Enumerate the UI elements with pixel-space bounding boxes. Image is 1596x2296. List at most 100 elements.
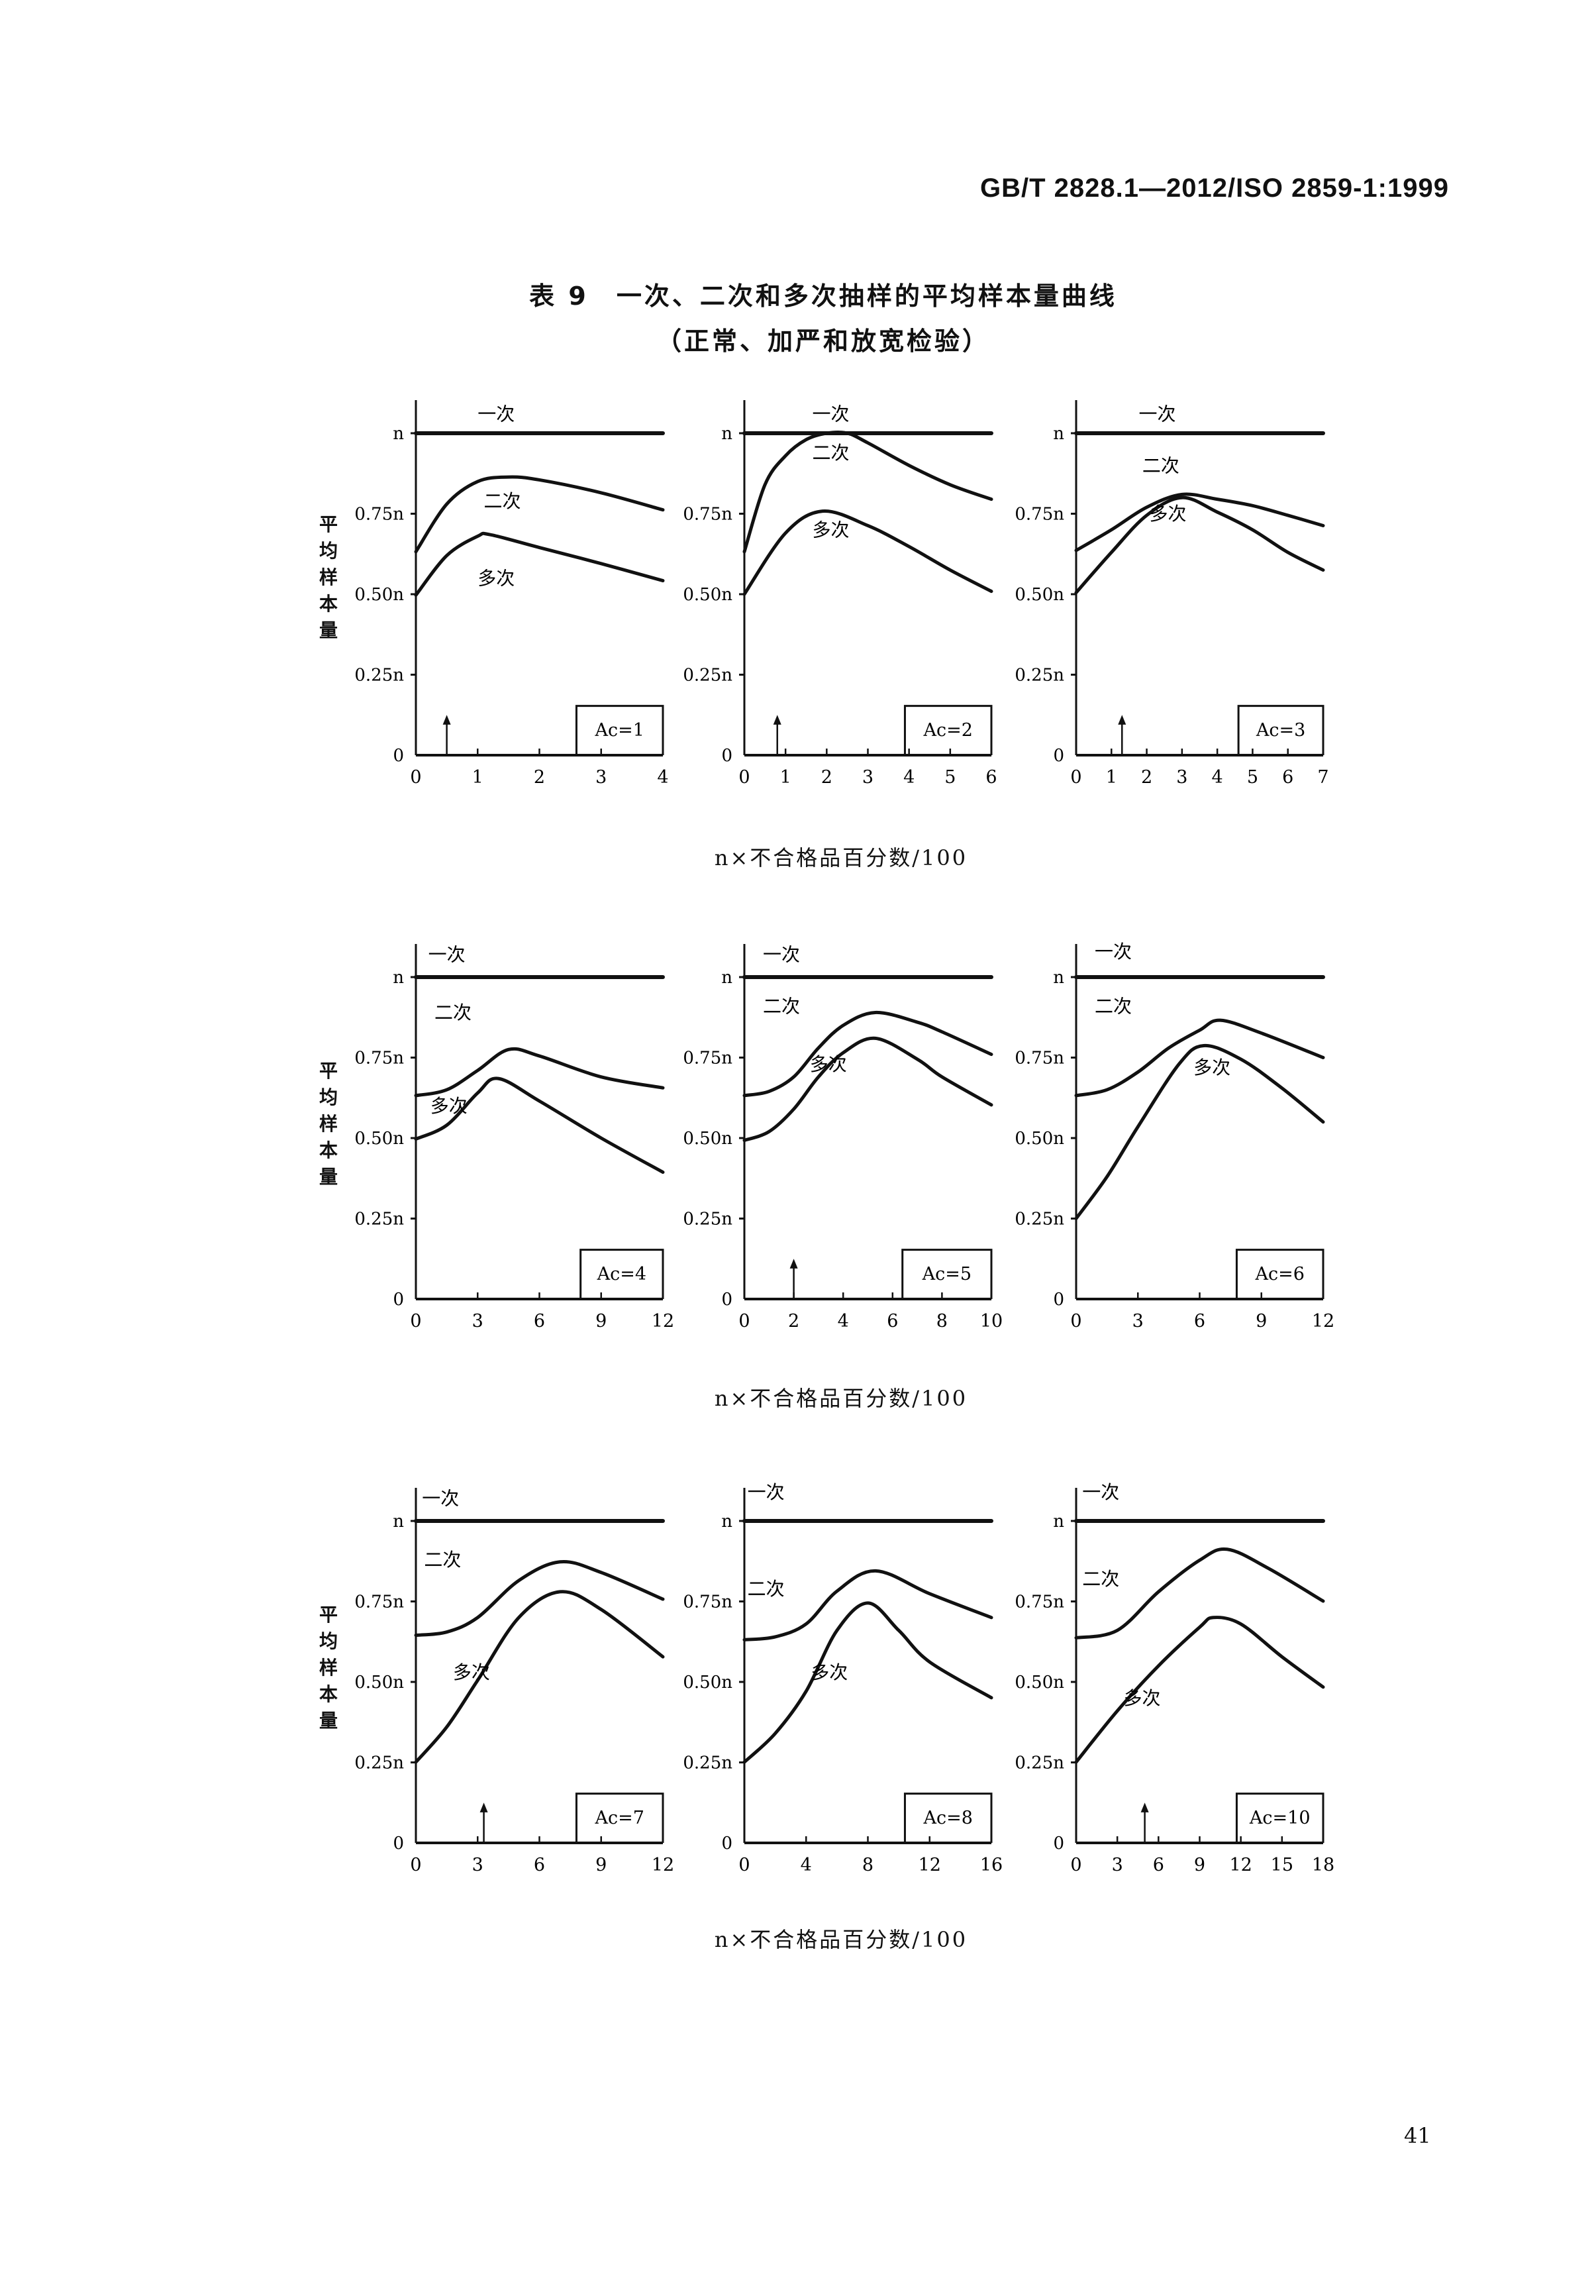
arrow-up-icon [479, 1802, 488, 1812]
y-tick-label: 0.25n [354, 1753, 404, 1773]
y-tick-label: 0.75n [354, 1592, 404, 1612]
x-tick-label: 12 [652, 1855, 674, 1875]
y-tick-label: n [721, 1512, 732, 1532]
x-axis-label-row-2: n×不合格品百分数/100 [714, 1386, 968, 1411]
y-tick-label: n [1053, 968, 1064, 988]
x-tick-label: 12 [652, 1311, 674, 1331]
y-tick-label: n [393, 424, 404, 444]
x-tick-label: 3 [595, 767, 607, 788]
x-tick-label: 9 [1256, 1311, 1267, 1331]
x-tick-label: 12 [919, 1855, 941, 1875]
y-tick-label: 0.75n [1015, 1592, 1064, 1612]
y-tick-label: 0.50n [683, 585, 732, 605]
y-tick-label: 0 [393, 746, 404, 766]
x-tick-label: 1 [472, 767, 483, 788]
x-tick-label: 3 [1132, 1311, 1144, 1331]
table-title: 表 9 一次、二次和多次抽样的平均样本量曲线 [529, 282, 1117, 311]
x-tick-label: 1 [1106, 767, 1117, 788]
x-tick-label: 4 [903, 767, 915, 788]
series-label: 多次 [1150, 503, 1187, 525]
x-tick-label: 6 [1153, 1855, 1164, 1875]
y-tick-label: n [393, 1512, 404, 1532]
arrow-up-icon [789, 1259, 798, 1269]
y-tick-label: 0.25n [1015, 1753, 1064, 1773]
series-multiple [742, 509, 993, 596]
x-tick-label: 12 [1312, 1311, 1334, 1331]
series-label: 一次 [813, 403, 850, 425]
x-tick-label: 9 [595, 1855, 607, 1875]
page-number: 41 [1404, 2123, 1431, 2148]
series-double [414, 475, 665, 554]
x-tick-label: 2 [821, 767, 832, 788]
y-tick-label: n [721, 424, 732, 444]
y-tick-label: 0.25n [683, 1210, 732, 1229]
series-label: 二次 [748, 1578, 785, 1600]
x-tick-label: 0 [410, 1311, 421, 1331]
series-label: 多次 [1193, 1057, 1230, 1078]
series-label: 一次 [1139, 403, 1176, 425]
series-double [742, 1010, 993, 1098]
series-multiple [1074, 496, 1325, 595]
y-tick-label: 0 [393, 1834, 404, 1853]
x-tick-label: 0 [1070, 767, 1081, 788]
ac-label: Ac=8 [923, 1808, 973, 1828]
x-tick-label: 5 [944, 767, 956, 788]
standard-code: GB/T 2828.1—2012/ISO 2859-1:1999 [980, 174, 1449, 203]
x-tick-label: 6 [534, 1311, 545, 1331]
series-multiple [414, 531, 665, 597]
y-tick-label: n [721, 968, 732, 988]
ac-box [903, 1793, 993, 1843]
x-axis-label-row-3: n×不合格品百分数/100 [714, 1927, 968, 1952]
y-tick-label: 0.75n [354, 1049, 404, 1069]
y-tick-label: 0 [1053, 1834, 1064, 1853]
x-tick-label: 5 [1247, 767, 1258, 788]
series-label: 一次 [1095, 941, 1132, 963]
x-tick-label: 2 [1141, 767, 1152, 788]
x-tick-label: 12 [1229, 1855, 1252, 1875]
x-tick-label: 0 [410, 1855, 421, 1875]
x-tick-label: 9 [595, 1311, 607, 1331]
y-tick-label: n [1053, 424, 1064, 444]
series-label: 一次 [763, 944, 800, 966]
ac-box [575, 705, 664, 755]
ac-box [901, 1249, 993, 1299]
series-label: 一次 [748, 1481, 785, 1503]
y-tick-label: 0.25n [354, 1210, 404, 1229]
series-double [1074, 1547, 1325, 1640]
ac-label: Ac=5 [922, 1264, 972, 1284]
ac-label: Ac=2 [923, 720, 973, 741]
series-label: 二次 [1095, 995, 1132, 1017]
y-tick-label: 0.50n [1015, 585, 1064, 605]
y-tick-label: 0.25n [1015, 666, 1064, 686]
x-tick-label: 3 [472, 1311, 483, 1331]
y-tick-label: n [1053, 1512, 1064, 1532]
x-tick-label: 7 [1317, 767, 1328, 788]
y-tick-label: 0 [721, 1290, 732, 1310]
x-tick-label: 3 [1176, 767, 1187, 788]
y-tick-label: n [393, 968, 404, 988]
series-label: 二次 [763, 995, 800, 1017]
series-label: 一次 [422, 1488, 459, 1510]
series-label: 二次 [813, 442, 850, 464]
series-label: 二次 [1082, 1568, 1119, 1590]
ac-label: Ac=3 [1256, 720, 1305, 741]
x-tick-label: 9 [1194, 1855, 1205, 1875]
y-tick-label: 0.25n [683, 666, 732, 686]
y-tick-label: 0.50n [683, 1129, 732, 1149]
x-tick-label: 15 [1271, 1855, 1293, 1875]
series-double [1074, 1018, 1325, 1098]
y-tick-label: 0.75n [354, 505, 404, 525]
y-tick-label: 0.25n [354, 666, 404, 686]
table-subtitle: （正常、加严和放宽检验） [656, 327, 990, 356]
y-tick-label: 0 [1053, 1290, 1064, 1310]
series-multiple [1074, 1616, 1325, 1764]
series-label: 二次 [1142, 454, 1179, 476]
x-tick-label: 4 [801, 1855, 812, 1875]
series-multiple [1074, 1044, 1325, 1220]
x-tick-label: 6 [985, 767, 997, 788]
ac-label: Ac=1 [595, 720, 644, 741]
x-axis-label-row-1: n×不合格品百分数/100 [714, 845, 968, 870]
x-tick-label: 3 [1112, 1855, 1123, 1875]
